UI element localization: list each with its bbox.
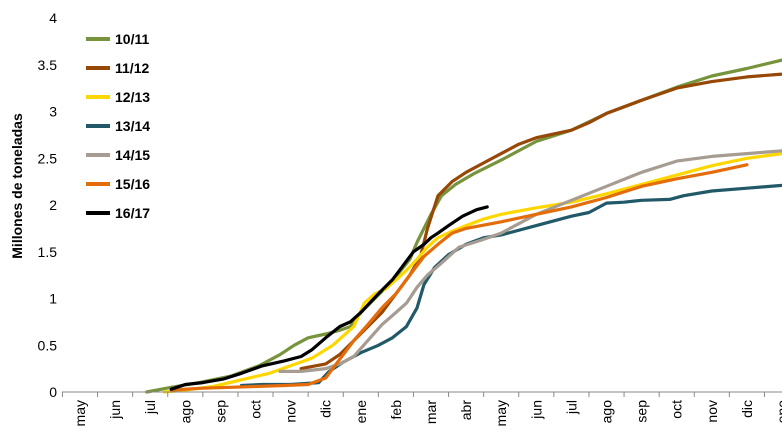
legend-label: 12/13	[115, 89, 150, 105]
y-tick-label: 4	[49, 10, 57, 26]
x-tick-label: jun	[107, 400, 123, 420]
chart-series	[145, 58, 782, 394]
x-tick-label: abr	[458, 400, 474, 421]
x-tick-label: may	[493, 400, 509, 426]
x-tick-label: ene	[774, 400, 782, 424]
legend: 10/11 11/12 12/13 13/14 14/15 15/16 16/17	[86, 31, 150, 221]
legend-label: 13/14	[115, 118, 150, 134]
x-tick-label: dic	[318, 400, 334, 418]
x-tick-label: ago	[599, 400, 615, 424]
x-tick-label: oct	[248, 400, 264, 419]
x-tick-label: nov	[283, 400, 299, 423]
y-tick-label: 0.5	[38, 337, 58, 353]
x-tick-label: may	[72, 400, 88, 426]
x-tick-label: ene	[353, 400, 369, 424]
y-tick-label: 1	[49, 291, 57, 307]
x-tick-label: oct	[669, 400, 685, 419]
y-tick-label: 1.5	[38, 244, 58, 260]
x-tick-label: sep	[212, 400, 228, 423]
legend-label: 14/15	[115, 147, 150, 163]
x-tick-label: nov	[704, 400, 720, 423]
x-tick-label: sep	[634, 400, 650, 423]
y-axis-ticks: 0 0.5 1 1.5 2 2.5 3 3.5 4	[38, 10, 58, 400]
x-tick-label: dic	[739, 400, 755, 418]
x-tick-label: jun	[528, 400, 544, 420]
y-tick-label: 3	[49, 104, 57, 120]
x-tick-label: ago	[177, 400, 193, 424]
y-tick-label: 3.5	[38, 57, 58, 73]
legend-label: 15/16	[115, 176, 150, 192]
x-tick-label: mar	[423, 400, 439, 424]
x-tick-label: jul	[563, 400, 579, 415]
y-axis-title: Millones de toneladas	[9, 113, 25, 259]
y-tick-label: 2.5	[38, 150, 58, 166]
legend-label: 11/12	[115, 60, 149, 76]
series-line-16-17	[169, 205, 489, 391]
legend-label: 10/11	[115, 31, 149, 47]
x-axis-ticks: may jun jul ago sep oct nov dic ene feb mar abr may j…	[61, 392, 782, 426]
x-tick-label: jul	[142, 400, 158, 415]
series-line-15-16	[169, 163, 749, 392]
y-tick-label: 2	[49, 197, 57, 213]
series-line-12-13	[162, 151, 782, 394]
series-line-11-12	[299, 72, 782, 371]
legend-label: 16/17	[115, 205, 150, 221]
series-line-14-15	[278, 149, 782, 373]
y-tick-label: 0	[49, 384, 57, 400]
x-tick-label: feb	[388, 400, 404, 420]
